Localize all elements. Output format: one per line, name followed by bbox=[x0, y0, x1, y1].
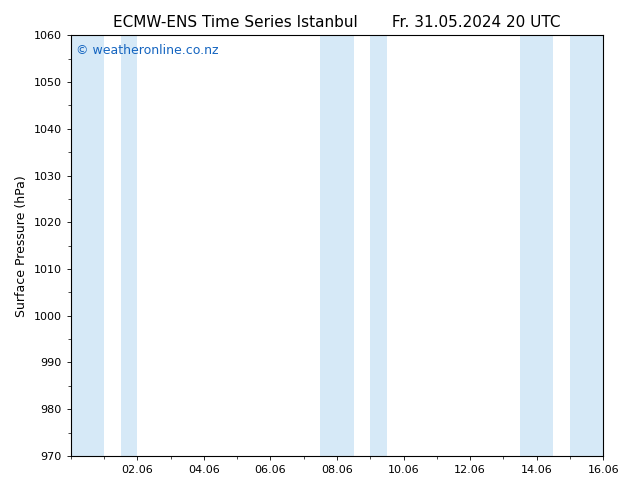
Bar bbox=[320, 35, 354, 456]
Bar bbox=[71, 35, 104, 456]
Bar bbox=[370, 35, 387, 456]
Bar bbox=[520, 35, 553, 456]
Text: © weatheronline.co.nz: © weatheronline.co.nz bbox=[76, 44, 219, 57]
Title: ECMW-ENS Time Series Istanbul       Fr. 31.05.2024 20 UTC: ECMW-ENS Time Series Istanbul Fr. 31.05.… bbox=[113, 15, 560, 30]
Y-axis label: Surface Pressure (hPa): Surface Pressure (hPa) bbox=[15, 175, 28, 317]
Bar bbox=[570, 35, 603, 456]
Bar bbox=[120, 35, 138, 456]
